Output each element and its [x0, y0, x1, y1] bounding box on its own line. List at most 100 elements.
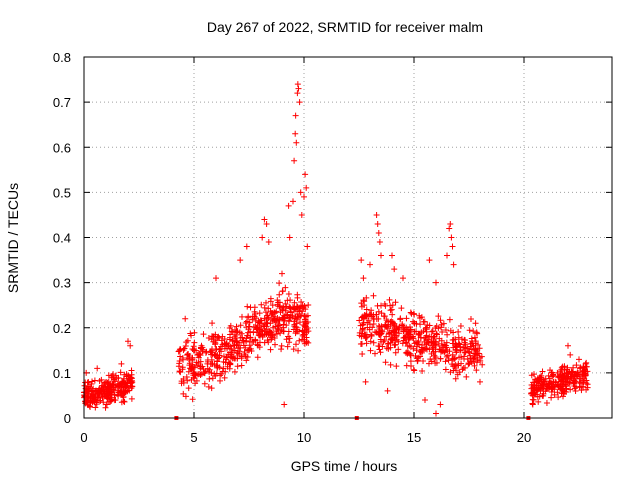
data-point: [370, 292, 377, 299]
data-point: [305, 302, 312, 309]
data-point: [387, 307, 394, 314]
data-point: [197, 358, 204, 365]
data-point: [438, 347, 445, 354]
data-point: [477, 378, 483, 385]
data-point: [254, 354, 261, 361]
data-point: [455, 328, 462, 335]
data-point: [212, 331, 219, 338]
data-point: [449, 356, 456, 363]
data-point: [391, 322, 398, 329]
data-point: [237, 322, 244, 329]
data-point: [476, 345, 483, 352]
data-point: [558, 366, 565, 373]
data-point: [253, 325, 260, 332]
data-point: [205, 335, 212, 342]
data-point: [84, 390, 91, 397]
data-point: [215, 333, 222, 340]
data-point: [273, 328, 280, 335]
data-point: [197, 352, 204, 359]
data-point: [286, 234, 293, 241]
data-point: [220, 365, 227, 372]
data-point: [385, 318, 391, 325]
data-point: [534, 378, 541, 385]
data-point: [204, 358, 211, 365]
data-point: [417, 348, 424, 355]
data-point: [276, 291, 283, 298]
x-tick-label: 10: [297, 430, 311, 445]
data-point: [211, 351, 218, 358]
data-point: [444, 331, 451, 338]
data-point: [360, 275, 367, 282]
data-point: [181, 345, 188, 352]
data-point: [265, 305, 272, 312]
data-point: [198, 342, 205, 349]
data-point: [438, 324, 445, 331]
data-point: [363, 294, 370, 301]
data-point: [304, 324, 311, 331]
data-point: [213, 362, 220, 369]
data-point: [567, 351, 574, 358]
data-point: [452, 340, 459, 347]
data-point: [305, 339, 312, 346]
data-point: [432, 348, 439, 355]
data-point: [118, 360, 125, 367]
data-point: [286, 339, 293, 346]
data-point: [403, 315, 410, 322]
data-point: [264, 320, 271, 327]
data-point: [242, 353, 249, 360]
data-point: [392, 329, 399, 336]
data-point: [279, 306, 286, 313]
data-point: [182, 315, 189, 322]
data-point: [261, 216, 268, 223]
data-point: [582, 360, 589, 367]
data-point: [127, 342, 134, 349]
data-point: [184, 337, 191, 344]
data-point: [289, 314, 296, 321]
data-point: [271, 341, 278, 348]
data-point: [395, 346, 402, 353]
data-point: [237, 334, 244, 341]
data-point: [102, 391, 109, 398]
data-point: [221, 340, 228, 347]
data-point: [473, 367, 480, 374]
data-point: [535, 398, 542, 405]
data-point: [375, 229, 382, 236]
data-point: [391, 266, 398, 273]
data-point: [277, 330, 284, 337]
data-point: [201, 370, 208, 377]
chart-title: Day 267 of 2022, SRMTID for receiver mal…: [207, 19, 483, 35]
data-point: [539, 381, 546, 388]
data-point: [296, 328, 303, 335]
data-point: [244, 303, 251, 310]
data-point: [233, 323, 240, 330]
data-point: [530, 396, 537, 403]
data-point: [581, 368, 588, 375]
data-point: [285, 202, 292, 209]
data-point: [221, 345, 228, 352]
data-point: [363, 306, 370, 313]
x-tick-label: 5: [190, 430, 197, 445]
data-point: [559, 393, 566, 400]
data-point: [292, 112, 299, 119]
y-tick-label: 0.7: [53, 95, 71, 110]
data-point: [106, 393, 113, 400]
data-point: [245, 323, 252, 330]
data-point: [102, 379, 109, 386]
data-point: [546, 381, 553, 388]
data-point: [447, 220, 454, 227]
data-point: [424, 346, 431, 353]
data-point: [236, 329, 243, 336]
data-point: [268, 311, 275, 318]
data-point: [473, 329, 480, 336]
y-tick-label: 0: [64, 411, 71, 426]
data-point: [564, 364, 571, 371]
data-point: [568, 368, 575, 375]
data-point: [196, 350, 203, 357]
data-point: [257, 331, 264, 338]
data-point: [408, 310, 415, 317]
data-point: [128, 395, 135, 402]
data-point: [384, 387, 391, 394]
data-point: [464, 345, 471, 352]
data-point: [413, 355, 420, 362]
